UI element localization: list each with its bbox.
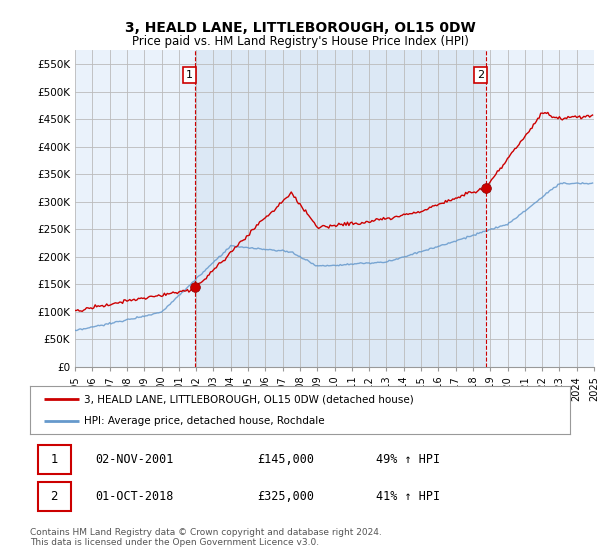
Text: 1: 1 (50, 453, 58, 466)
Bar (194, 50, 486, 367)
Text: Price paid vs. HM Land Registry's House Price Index (HPI): Price paid vs. HM Land Registry's House … (131, 35, 469, 48)
Text: 02-NOV-2001: 02-NOV-2001 (95, 453, 173, 466)
Text: £325,000: £325,000 (257, 490, 314, 503)
Text: Contains HM Land Registry data © Crown copyright and database right 2024.
This d: Contains HM Land Registry data © Crown c… (30, 528, 382, 547)
Bar (38, 482, 71, 511)
Text: 2: 2 (50, 490, 58, 503)
Text: £145,000: £145,000 (257, 453, 314, 466)
Text: 1: 1 (186, 70, 193, 80)
Text: 3, HEALD LANE, LITTLEBOROUGH, OL15 0DW: 3, HEALD LANE, LITTLEBOROUGH, OL15 0DW (125, 21, 475, 35)
Text: 2: 2 (477, 70, 484, 80)
Text: 41% ↑ HPI: 41% ↑ HPI (376, 490, 440, 503)
Text: 49% ↑ HPI: 49% ↑ HPI (376, 453, 440, 466)
Bar (38, 445, 71, 474)
Text: HPI: Average price, detached house, Rochdale: HPI: Average price, detached house, Roch… (84, 416, 325, 426)
Text: 3, HEALD LANE, LITTLEBOROUGH, OL15 0DW (detached house): 3, HEALD LANE, LITTLEBOROUGH, OL15 0DW (… (84, 394, 414, 404)
Text: 01-OCT-2018: 01-OCT-2018 (95, 490, 173, 503)
